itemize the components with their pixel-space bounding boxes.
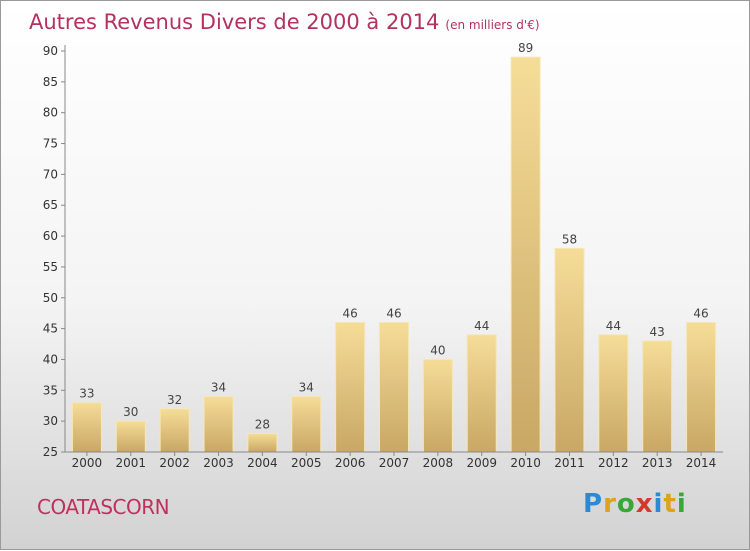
logo-letter: o (616, 489, 636, 519)
x-tick-label: 2002 (159, 456, 190, 470)
logo-letter: i (676, 489, 687, 519)
bar-2006 (335, 321, 366, 453)
bar-value-label: 30 (123, 405, 138, 419)
logo-letter: x (635, 489, 654, 519)
x-tick-label: 2003 (203, 456, 234, 470)
bar-2014 (686, 321, 717, 453)
bar-value-label: 44 (606, 319, 621, 333)
bar-value-label: 34 (211, 380, 226, 394)
y-axis: 25 30 35 40 45 50 55 60 65 70 75 80 85 90 (43, 44, 66, 459)
x-tick-label: 2013 (642, 456, 673, 470)
y-tick-label: 80 (43, 106, 58, 120)
bar-value-label: 43 (650, 325, 665, 339)
x-tick-label: 2008 (423, 456, 454, 470)
bar-value-label: 46 (693, 306, 708, 320)
y-tick-label: 40 (43, 352, 58, 366)
x-tick-label: 2005 (291, 456, 322, 470)
bar-value-label: 44 (474, 319, 489, 333)
bar-2005 (291, 395, 322, 453)
bar-2009 (466, 334, 497, 453)
bar-value-label: 46 (342, 306, 357, 320)
bar-value-label: 34 (299, 380, 314, 394)
bar-2012 (598, 334, 629, 453)
bar-2000 (71, 402, 102, 453)
y-tick-label: 45 (43, 322, 58, 336)
x-tick-label: 2001 (116, 456, 147, 470)
chart-title-text: Autres Revenus Divers de 2000 à 2014 (29, 10, 440, 34)
y-tick-label: 30 (43, 414, 58, 428)
y-tick-label: 75 (43, 137, 58, 151)
bar-2008 (422, 358, 453, 453)
bars-group: 33 30 32 34 28 34 46 46 40 44 89 58 44 43 46 (71, 41, 717, 453)
bar-2001 (115, 420, 146, 453)
logo-letter: i (653, 489, 664, 519)
bar-value-label: 32 (167, 393, 182, 407)
y-tick-label: 90 (43, 44, 58, 58)
logo-letter: t (663, 489, 677, 519)
proxiti-logo: Proxiti (583, 489, 687, 519)
bar-2002 (159, 408, 190, 453)
logo-letter: P (583, 489, 604, 519)
bar-value-label: 33 (79, 387, 94, 401)
y-tick-label: 35 (43, 383, 58, 397)
bar-2011 (554, 247, 585, 453)
y-tick-label: 85 (43, 75, 58, 89)
x-tick-label: 2009 (466, 456, 497, 470)
x-tick-label: 2010 (510, 456, 541, 470)
y-tick-label: 50 (43, 291, 58, 305)
x-tick-label: 2012 (598, 456, 629, 470)
bar-value-label: 89 (518, 41, 533, 55)
x-tick-label: 2011 (554, 456, 585, 470)
x-tick-label: 2006 (335, 456, 366, 470)
bar-2004 (247, 432, 278, 453)
y-tick-label: 60 (43, 229, 58, 243)
bar-value-label: 46 (386, 306, 401, 320)
x-axis: 2000 2001 2002 2003 2004 2005 2006 2007 2008 2009… (65, 451, 723, 470)
bar-value-label: 40 (430, 343, 445, 357)
bar-value-label: 58 (562, 232, 577, 246)
bar-2010 (510, 56, 541, 453)
bar-value-label: 28 (255, 417, 270, 431)
chart-unit: (en milliers d'€) (445, 18, 540, 32)
y-tick-label: 25 (43, 445, 58, 459)
y-tick-label: 55 (43, 260, 58, 274)
bar-2013 (642, 340, 673, 453)
x-tick-label: 2004 (247, 456, 278, 470)
logo-letter: r (603, 489, 617, 519)
chart-title: Autres Revenus Divers de 2000 à 2014 (en … (29, 10, 540, 34)
bar-2007 (379, 321, 409, 453)
bar-2003 (203, 395, 234, 453)
x-tick-label: 2000 (72, 456, 103, 470)
place-name: COATASCORN (37, 495, 170, 519)
y-tick-label: 65 (43, 198, 58, 212)
x-tick-label: 2014 (686, 456, 717, 470)
x-tick-label: 2007 (379, 456, 410, 470)
y-tick-label: 70 (43, 167, 58, 181)
